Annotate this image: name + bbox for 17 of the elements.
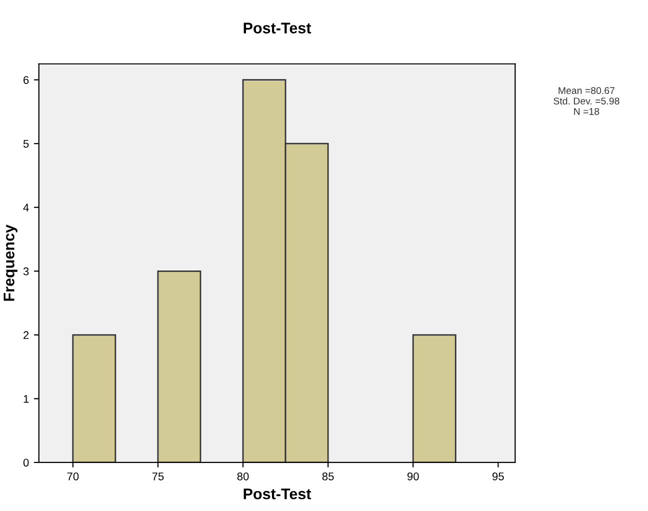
y-axis-title: Frequency [4, 224, 18, 301]
y-tick-label: 3 [23, 267, 29, 276]
x-tick-label: 95 [492, 472, 504, 480]
y-tick-label: 1 [24, 395, 29, 403]
y-tick-label: 6 [24, 76, 29, 84]
chart-title: Post-Test [244, 22, 312, 34]
x-tick-label: 75 [152, 472, 164, 480]
y-tick-label: 5 [23, 140, 29, 148]
x-tick-label: 80 [237, 472, 249, 480]
x-tick-label: 85 [322, 472, 334, 480]
y-tick-label: 4 [23, 204, 29, 212]
x-tick-label: 70 [67, 472, 79, 480]
x-tick-label: 90 [407, 472, 419, 480]
y-tick-label: 2 [24, 331, 29, 339]
x-axis-title: Post-Test [244, 488, 312, 500]
y-tick-label: 0 [23, 458, 29, 467]
text: Mean =80.67 Std. Dev. =5.98 N =18 [554, 87, 620, 115]
